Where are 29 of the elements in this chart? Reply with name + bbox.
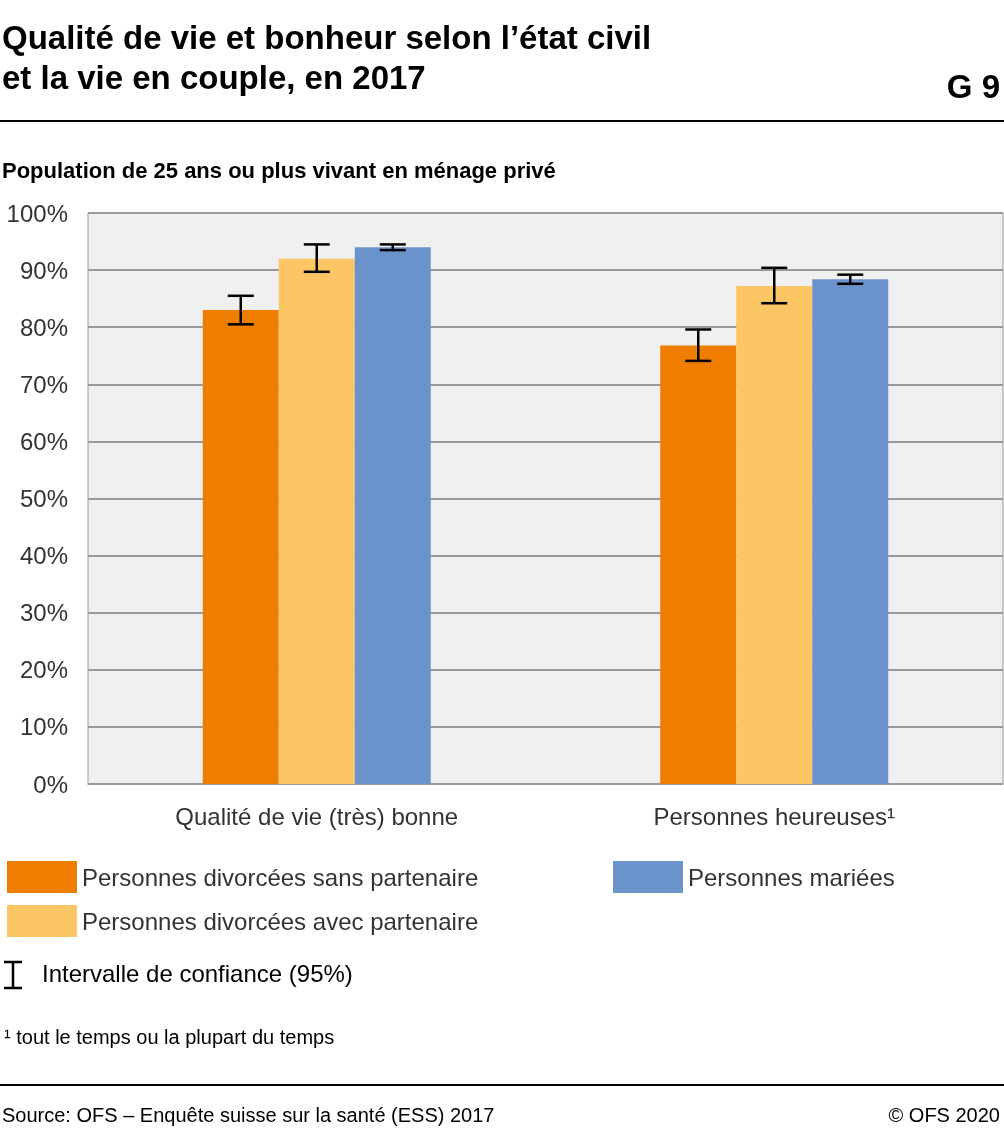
bar [736,286,813,784]
text: Intervalle de confiance (95%) [42,960,353,988]
y-tick-label: 70% [19,370,68,398]
y-tick-label: 100% [6,199,68,227]
bar [354,247,431,784]
y-tick-label: 60% [19,427,68,455]
legend-label: Personnes mariées [688,863,895,891]
text: ¹ tout le temps ou la plupart du temps [4,1026,335,1049]
y-tick-label: 30% [19,599,68,627]
y-tick-label: 90% [19,256,68,284]
y-tick-label: 0% [33,770,68,798]
bar [278,258,355,784]
legend-label: Personnes divorcées avec partenaire [82,907,479,935]
bar [660,345,737,784]
bar [202,310,279,784]
y-tick-label: 10% [19,713,68,741]
text: © OFS 2020 [888,1104,1000,1127]
y-tick-label: 50% [19,485,68,512]
text: G 9 [946,68,1000,106]
chart-title: Qualité de vie et bonheur selon l’état civil et la vie en couple, en 2017 [2,18,652,98]
y-tick-label: 20% [19,656,68,684]
x-tick-label: Personnes heureuses¹ [653,802,895,830]
bar [812,279,889,784]
chart-subtitle: Population de 25 ans ou plus vivant en ménage privé [2,158,556,184]
y-tick-label: 80% [19,313,68,341]
x-tick-label: Qualité de vie (très) bonne [175,802,459,830]
source-note: Source: OFS – Enquête suisse sur la santé (ESS) 2017 [2,1104,495,1127]
legend-label: Personnes divorcées sans partenaire [82,863,479,891]
y-tick-label: 40% [19,542,68,570]
